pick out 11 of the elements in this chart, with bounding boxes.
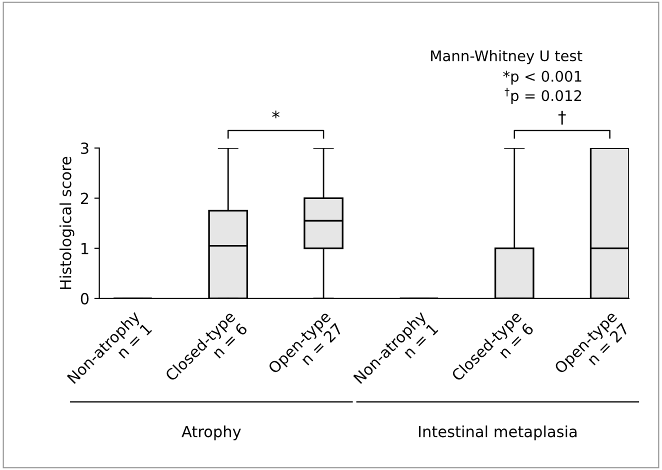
y-tick-label: 3 xyxy=(81,142,88,154)
y-axis-title: Histological score xyxy=(60,156,74,289)
y-tick-label: 1 xyxy=(82,242,88,254)
chart-title: Mann-Whitney U test xyxy=(431,50,582,64)
text: † xyxy=(558,110,566,125)
chart-subtitle: *p < 0.001 $^{†}$p = 0.012 xyxy=(503,70,582,104)
text: Intestinal metaplasia xyxy=(418,425,577,440)
y-tick-label: 2 xyxy=(80,192,88,204)
text: * xyxy=(272,110,280,118)
text: Atrophy xyxy=(182,425,241,440)
y-tick-label: 0 xyxy=(80,292,89,304)
